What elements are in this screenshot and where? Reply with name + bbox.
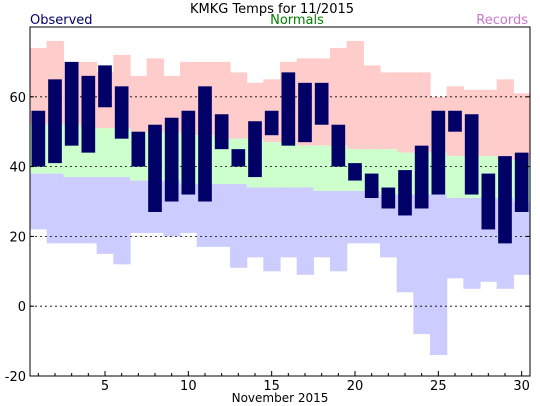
observed-bar [198, 86, 212, 202]
record-low-band [313, 191, 331, 258]
record-low-band [330, 191, 348, 272]
x-tick-label: 30 [513, 379, 530, 394]
plot-frame [29, 26, 531, 377]
y-tick-label: 60 [9, 91, 26, 106]
record-low-band [246, 187, 264, 258]
observed-bar [314, 82, 329, 125]
observed-bar [131, 131, 146, 167]
x-tick-label: 10 [180, 379, 197, 394]
record-low-band [413, 194, 431, 335]
record-high-band [380, 72, 398, 150]
record-low-band [80, 177, 98, 244]
grid-layer [30, 96, 530, 307]
observed-bar [164, 117, 179, 202]
observed-bar [98, 65, 112, 108]
record-high-band [230, 72, 248, 139]
record-low-band [513, 201, 531, 275]
normal-band [446, 156, 464, 199]
record-low-band [463, 198, 481, 289]
record-low-band [446, 198, 464, 279]
legend-observed: Observed [30, 13, 93, 28]
chart-title: KMKG Temps for 11/2015 [190, 2, 354, 17]
observed-bar [114, 86, 129, 139]
observed-bar [281, 72, 296, 146]
observed-bar [331, 124, 346, 167]
observed-bar [381, 187, 396, 209]
normal-band [313, 145, 331, 192]
observed-layer [31, 61, 529, 244]
x-tick-label: 25 [430, 379, 447, 394]
y-tick-label: 0 [18, 300, 26, 315]
observed-bar [414, 145, 429, 209]
observed-bar [81, 75, 96, 153]
observed-bar [398, 170, 412, 216]
record-low-band [280, 187, 298, 258]
x-tick-label: 5 [101, 379, 109, 394]
x-tick-label: 20 [347, 379, 364, 394]
y-tick-label: 20 [9, 230, 26, 245]
record-high-band [363, 65, 381, 150]
record-high-band [30, 47, 48, 125]
normal-band [96, 128, 114, 178]
observed-bar [364, 173, 379, 199]
observed-bar [64, 61, 79, 146]
observed-bar [48, 79, 62, 164]
record-low-band [430, 194, 448, 356]
observed-bar [31, 110, 46, 167]
observed-bar [464, 114, 479, 195]
record-low-band [213, 184, 231, 247]
record-high-band [513, 93, 531, 160]
record-low-band [180, 184, 198, 233]
record-high-band [396, 72, 414, 153]
record-high-band [480, 89, 498, 157]
observed-bar [214, 114, 229, 150]
record-low-band [396, 194, 414, 293]
normal-band [263, 142, 281, 188]
observed-bar [181, 110, 196, 195]
observed-bar [231, 149, 246, 167]
axis-layer: -20 0 20 40 60 5 10 15 20 25 30 [5, 91, 530, 394]
record-low-band [363, 191, 381, 244]
record-low-band [46, 173, 64, 244]
record-low-band [63, 177, 81, 244]
normal-band [213, 138, 231, 185]
record-low-band [296, 187, 314, 275]
normal-band [280, 142, 298, 188]
record-low-band [30, 173, 48, 230]
record-low-band [96, 177, 114, 254]
record-low-band [380, 194, 398, 258]
record-low-band [113, 177, 131, 265]
observed-bar [514, 152, 529, 212]
observed-bar [431, 110, 446, 195]
normal-band [113, 128, 131, 178]
observed-bar [248, 121, 262, 178]
observed-bar [148, 124, 162, 212]
record-high-band [330, 47, 348, 146]
x-tick-label: 15 [263, 379, 280, 394]
record-low-band [230, 184, 248, 268]
observed-bar [498, 156, 512, 244]
y-tick-label: -20 [5, 370, 26, 385]
observed-bar [264, 110, 279, 136]
legend-normals: Normals [270, 13, 324, 28]
record-high-band [146, 58, 164, 132]
record-low-band [130, 180, 148, 233]
legend-records: Records [476, 13, 528, 28]
normal-band [380, 149, 398, 195]
record-low-band [346, 191, 364, 244]
y-tick-label: 40 [9, 161, 26, 176]
record-high-band [130, 75, 148, 132]
observed-bar [348, 163, 362, 181]
observed-bar [448, 110, 462, 132]
record-high-band [496, 79, 514, 160]
record-low-band [263, 187, 281, 272]
observed-bar [298, 82, 312, 143]
record-high-band [346, 40, 364, 150]
record-high-band [413, 72, 431, 153]
x-axis-label: November 2015 [232, 391, 329, 405]
observed-bar [481, 173, 496, 230]
